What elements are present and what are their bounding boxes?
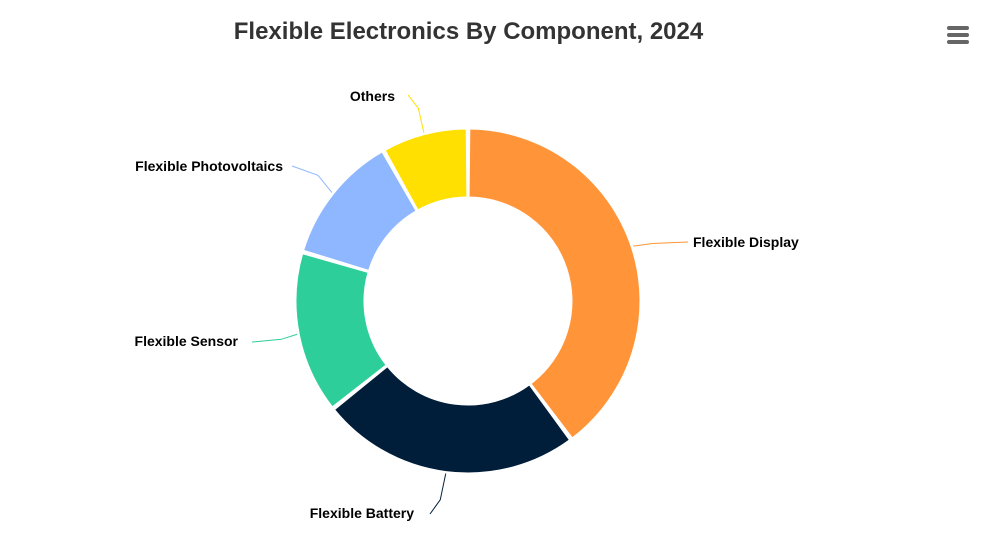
slice-others[interactable] [384, 128, 468, 211]
donut-labels: Flexible Display Flexible Battery Flexible… [135, 88, 800, 521]
chart-title: Flexible Electronics By Component, 2024 [233, 18, 704, 45]
connector-flexible-sensor [251, 333, 298, 343]
connector-flexible-photovoltaics [291, 165, 333, 193]
data-label-flexible-battery: Flexible Battery [310, 505, 414, 521]
data-label-flexible-sensor: Flexible Sensor [135, 333, 239, 349]
slice-flexible-display[interactable] [468, 128, 641, 439]
slice-flexible-photovoltaics[interactable] [303, 151, 417, 271]
data-label-flexible-photovoltaics: Flexible Photovoltaics [135, 158, 283, 174]
data-label-flexible-display: Flexible Display [693, 234, 799, 250]
slice-flexible-battery[interactable] [334, 366, 570, 474]
slice-flexible-sensor[interactable] [295, 253, 387, 408]
connector-others [407, 94, 425, 133]
connector-flexible-display [633, 241, 689, 247]
data-label-others: Others [350, 88, 395, 104]
donut-slices [295, 128, 641, 474]
chart-menu-button[interactable] [944, 23, 972, 47]
connector-flexible-battery [429, 473, 447, 515]
